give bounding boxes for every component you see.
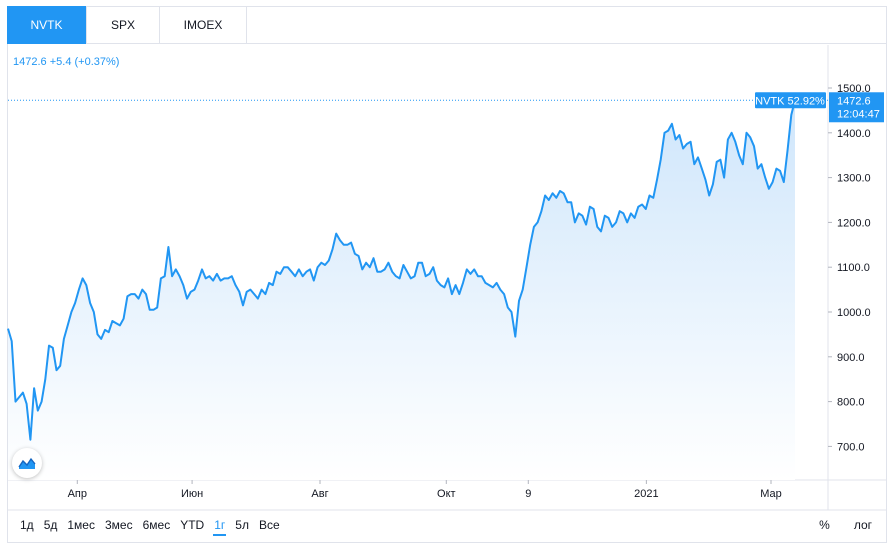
y-tick-label: 700.0 <box>837 441 865 453</box>
range-toolbar: 1д 5д 1мес 3мес 6мес YTD 1г 5л Все % лог <box>7 510 887 540</box>
x-tick-label: Мар <box>760 488 782 500</box>
range-1d-button[interactable]: 1д <box>20 518 34 532</box>
tradingview-logo-icon[interactable] <box>12 448 42 478</box>
tab-imoex[interactable]: IMOEX <box>160 6 247 44</box>
x-tick-label: Авг <box>311 488 328 500</box>
symbol-change-label: NVTK 52.92% <box>755 95 825 107</box>
range-3m-button[interactable]: 3мес <box>104 518 133 532</box>
log-scale-button[interactable]: лог <box>853 518 872 532</box>
y-tick-label: 1100.0 <box>837 262 870 274</box>
tab-nvtk[interactable]: NVTK <box>7 6 87 44</box>
x-tick-label: Июн <box>181 488 203 500</box>
legend-price: 1472.6 <box>13 56 47 68</box>
price-line <box>7 100 796 441</box>
price-area-fill <box>8 100 795 481</box>
y-tick-label: 1400.0 <box>837 128 871 140</box>
symbol-change-badge <box>755 92 826 109</box>
range-ytd-button[interactable]: YTD <box>180 518 205 532</box>
last-price-badge <box>829 92 884 123</box>
y-tick-label: 900.0 <box>837 352 865 364</box>
last-price-time: 12:04:47 <box>837 108 880 120</box>
percent-scale-button[interactable]: % <box>819 518 830 532</box>
range-all-button[interactable]: Все <box>258 518 280 532</box>
range-5y-button[interactable]: 5л <box>235 518 249 532</box>
y-tick-label: 1300.0 <box>837 173 871 185</box>
y-tick-label: 800.0 <box>837 397 865 409</box>
x-tick-label: Окт <box>437 488 456 500</box>
legend-change-pct: (+0.37%) <box>74 56 120 68</box>
legend-quote: 1472.6 +5.4 (+0.37%) <box>13 56 119 68</box>
y-tick-label: 1500.0 <box>837 83 871 95</box>
last-price-label: 1472.6 <box>837 95 871 107</box>
legend-change: +5.4 <box>49 56 72 68</box>
range-1y-button[interactable]: 1г <box>209 518 230 536</box>
x-tick-label: 2021 <box>634 488 658 500</box>
y-tick-label: 1000.0 <box>837 307 871 319</box>
range-5d-button[interactable]: 5д <box>43 518 58 532</box>
x-tick-label: Апр <box>68 488 87 500</box>
x-tick-label: 9 <box>525 488 531 500</box>
range-6m-button[interactable]: 6мес <box>142 518 171 532</box>
symbol-tabs: NVTK SPX IMOEX <box>7 6 887 44</box>
range-1m-button[interactable]: 1мес <box>67 518 95 532</box>
y-tick-label: 1200.0 <box>837 217 871 229</box>
tab-spx[interactable]: SPX <box>87 6 160 44</box>
